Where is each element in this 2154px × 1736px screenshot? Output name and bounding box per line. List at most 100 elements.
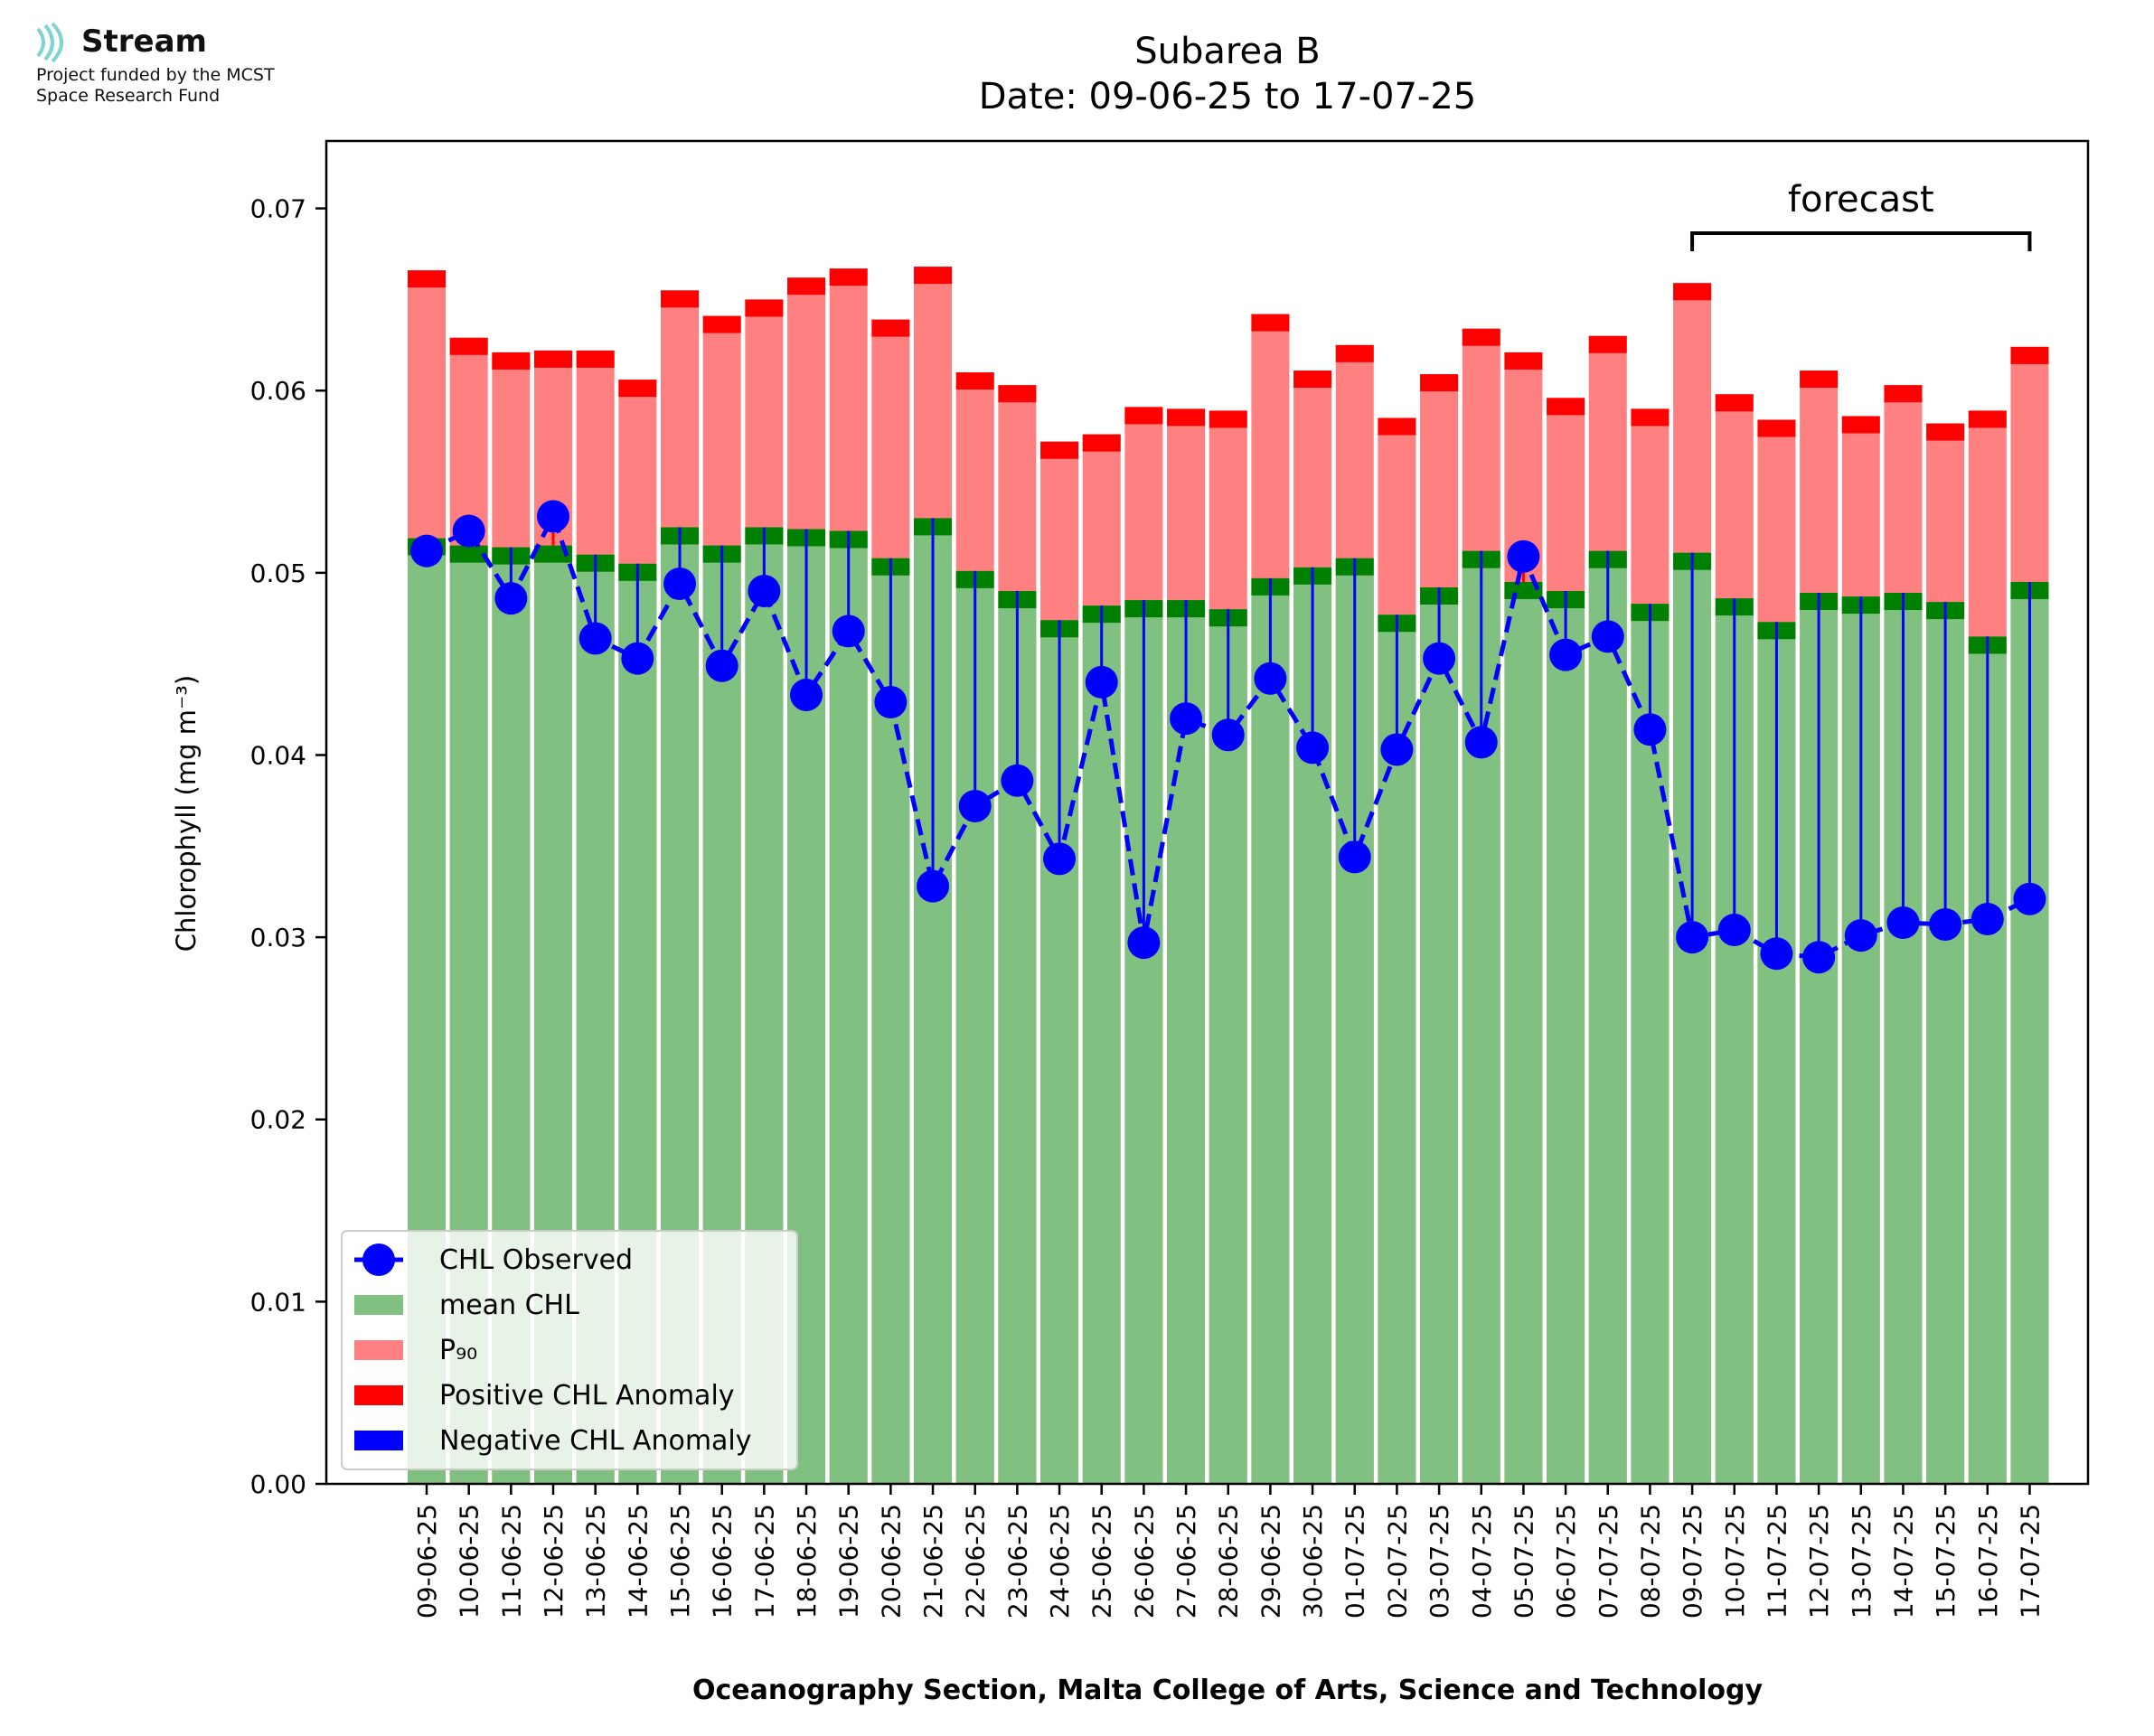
x-tick-label: 15-06-25	[665, 1504, 695, 1619]
y-tick-label: 0.06	[250, 376, 306, 406]
y-tick-label: 0.07	[250, 194, 306, 224]
y-tick-label: 0.05	[250, 558, 306, 588]
y-axis-label: Chlorophyll (mg m⁻³)	[171, 675, 202, 952]
forecast-bracket	[1690, 231, 2032, 251]
p90-cap	[1293, 371, 1332, 389]
p90-cap	[1082, 434, 1121, 452]
mean-bar	[1631, 604, 1670, 1484]
x-tick-label: 05-07-25	[1509, 1504, 1538, 1619]
x-tick-label: 08-07-25	[1635, 1504, 1665, 1619]
observed-point	[874, 686, 908, 719]
p90-cap	[1800, 371, 1839, 389]
p90-cap	[998, 385, 1037, 403]
observed-point	[494, 582, 528, 615]
x-tick-label: 16-07-25	[1973, 1504, 2003, 1619]
x-tick-label: 09-06-25	[412, 1504, 442, 1619]
x-tick-label: 27-06-25	[1171, 1504, 1201, 1619]
mean-bar	[1588, 550, 1627, 1484]
x-tick-label: 03-07-25	[1425, 1504, 1454, 1619]
observed-point	[1760, 937, 1793, 971]
p90-cap	[702, 315, 741, 333]
x-axis: 09-06-25 10-06-25 11-06-25 12-06-25 13-06-25…	[412, 1484, 2045, 1619]
legend-label: P₉₀	[439, 1335, 477, 1366]
x-tick-label: 10-07-25	[1720, 1504, 1750, 1619]
plot-frame	[325, 139, 2090, 1486]
observed-point	[537, 500, 570, 533]
mean-bar	[1547, 591, 1585, 1484]
p90-cap	[1251, 314, 1290, 332]
observed-point	[748, 575, 781, 608]
x-tick-label: 15-07-25	[1931, 1504, 1961, 1619]
observed-point	[832, 615, 865, 648]
x-tick-label: 21-06-25	[918, 1504, 948, 1619]
legend-swatch-marker	[362, 1243, 395, 1276]
x-tick-label: 11-07-25	[1762, 1504, 1792, 1619]
x-tick-label: 10-06-25	[455, 1504, 484, 1619]
observed-point	[790, 678, 823, 711]
x-tick-label: 24-06-25	[1045, 1504, 1075, 1619]
observed-point	[452, 514, 485, 548]
p90-cap	[1884, 385, 1923, 403]
observed-point	[917, 869, 950, 903]
logo-brand-name: Stream	[81, 23, 207, 60]
observed-point	[1127, 926, 1161, 960]
observed-point	[1591, 620, 1624, 653]
legend-label: Positive CHL Anomaly	[439, 1380, 735, 1412]
legend-label: mean CHL	[439, 1290, 579, 1321]
observed-point	[1043, 842, 1077, 876]
x-tick-label: 02-07-25	[1382, 1504, 1412, 1619]
p90-cap	[1378, 418, 1416, 436]
p90-cap	[787, 277, 826, 296]
x-tick-label: 14-07-25	[1888, 1504, 1918, 1619]
x-tick-label: 09-07-25	[1678, 1504, 1707, 1619]
p90-cap	[618, 380, 657, 398]
x-tick-label: 16-06-25	[708, 1504, 738, 1619]
p90-cap	[1040, 441, 1079, 459]
mean-bar	[1167, 600, 1206, 1484]
observed-point	[621, 642, 654, 675]
p90-cap	[492, 352, 531, 370]
x-tick-label: 13-06-25	[581, 1504, 611, 1619]
x-tick-label: 17-07-25	[2015, 1504, 2045, 1619]
x-tick-label: 18-06-25	[792, 1504, 822, 1619]
y-tick-label: 0.01	[250, 1287, 306, 1317]
p90-cap	[2010, 346, 2049, 364]
p90-cap	[1420, 374, 1459, 392]
p90-cap	[829, 268, 868, 286]
observed-point	[2013, 882, 2046, 915]
legend-box	[341, 1230, 798, 1470]
legend-swatch	[354, 1295, 403, 1315]
p90-cap	[1167, 408, 1206, 427]
p90-cap	[408, 270, 446, 288]
mean-bar	[1251, 577, 1290, 1484]
chart-title: Subarea B	[1134, 31, 1321, 72]
observed-point	[1170, 702, 1203, 736]
x-tick-label: 29-06-25	[1256, 1504, 1285, 1619]
x-tick-label: 17-06-25	[749, 1504, 779, 1619]
p90-cap	[1335, 344, 1374, 362]
x-tick-label: 22-06-25	[961, 1504, 991, 1619]
x-tick-label: 19-06-25	[834, 1504, 864, 1619]
observed-point	[1717, 914, 1751, 947]
observed-point	[1971, 902, 2004, 935]
observed-point	[1380, 733, 1414, 766]
observed-point	[705, 649, 738, 682]
legend-label: CHL Observed	[439, 1244, 633, 1276]
forecast-label: forecast	[1788, 179, 1934, 221]
observed-point	[1929, 908, 1962, 942]
observed-point	[1549, 638, 1583, 671]
p90-cap	[1968, 410, 2007, 428]
x-tick-label: 06-07-25	[1551, 1504, 1581, 1619]
p90-cap	[1926, 423, 1965, 441]
observed-point	[578, 622, 612, 655]
x-tick-label: 30-06-25	[1298, 1504, 1328, 1619]
y-tick-label: 0.00	[250, 1469, 306, 1499]
observed-point	[1423, 642, 1456, 675]
p90-cap	[576, 350, 615, 368]
x-tick-label: 01-07-25	[1340, 1504, 1370, 1619]
p90-cap	[745, 299, 784, 317]
mean-bar	[1209, 609, 1247, 1484]
observed-point	[663, 567, 697, 600]
p90-cap	[1504, 352, 1543, 370]
chart-subtitle: Date: 09-06-25 to 17-07-25	[979, 76, 1477, 117]
